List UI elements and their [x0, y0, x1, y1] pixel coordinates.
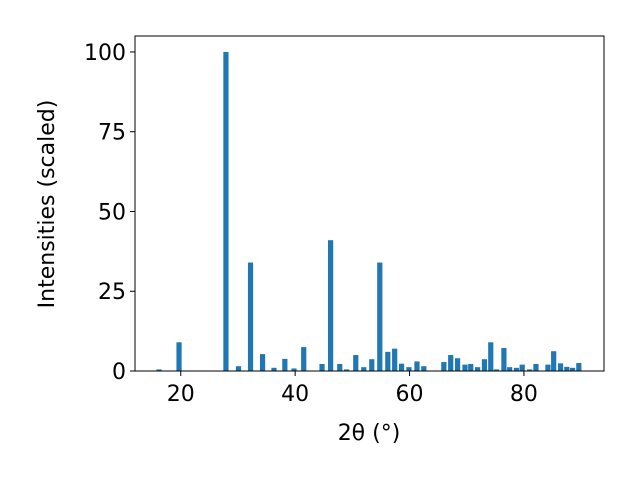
- bar: [392, 348, 398, 371]
- bar: [501, 348, 507, 371]
- bar: [513, 367, 520, 371]
- plot-frame: [134, 35, 605, 372]
- bar: [414, 361, 420, 371]
- bar: [474, 367, 481, 371]
- bar: [448, 355, 454, 371]
- bar: [176, 342, 182, 371]
- y-tick-label: 50: [98, 200, 126, 225]
- bar: [493, 369, 500, 371]
- bar: [576, 363, 582, 371]
- bar: [462, 364, 468, 371]
- x-tick-label: 60: [396, 382, 424, 407]
- bar: [488, 342, 494, 371]
- bar: [406, 367, 412, 371]
- bar: [398, 363, 405, 371]
- bar: [361, 367, 367, 371]
- bar: [519, 364, 525, 371]
- bar: [247, 262, 254, 371]
- x-tick-label: 80: [510, 382, 538, 407]
- bar: [533, 363, 539, 371]
- bar: [551, 351, 557, 371]
- bar: [344, 369, 350, 371]
- bar: [385, 351, 391, 371]
- bar: [507, 367, 513, 371]
- x-axis-label: 2θ (°): [338, 421, 401, 446]
- bar: [527, 369, 533, 371]
- bar: [291, 368, 297, 371]
- x-tick-label: 20: [167, 382, 195, 407]
- bar: [377, 262, 383, 371]
- bar: [271, 367, 277, 371]
- bar: [259, 354, 266, 371]
- bar: [353, 355, 359, 371]
- bar: [564, 366, 570, 371]
- bar: [441, 362, 447, 371]
- bar: [319, 363, 325, 371]
- y-tick-label: 100: [84, 41, 126, 66]
- bar: [235, 366, 242, 371]
- bar: [282, 358, 288, 371]
- y-tick-label: 25: [98, 280, 126, 305]
- bar: [468, 363, 474, 371]
- bar: [481, 359, 488, 371]
- bar: [557, 363, 564, 371]
- y-tick-label: 75: [98, 121, 126, 146]
- bar: [301, 347, 307, 371]
- bar: [156, 369, 162, 371]
- bar: [454, 358, 461, 371]
- bar: [328, 240, 334, 371]
- bar: [545, 364, 551, 371]
- y-tick-label: 0: [112, 360, 126, 385]
- bar: [369, 359, 375, 371]
- y-axis-label: Intensities (scaled): [35, 100, 60, 309]
- bar: [337, 363, 343, 371]
- bar: [569, 367, 576, 371]
- x-tick-label: 40: [281, 382, 309, 407]
- bar: [421, 366, 427, 371]
- bar: [223, 51, 229, 371]
